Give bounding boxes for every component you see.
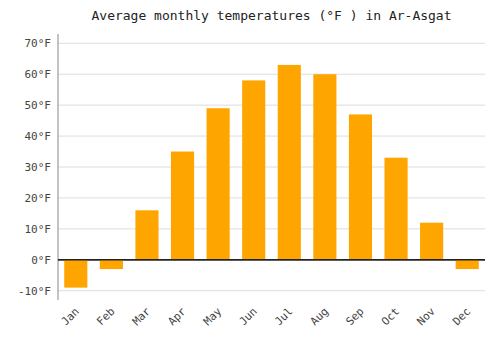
x-tick-label: Dec — [450, 305, 473, 328]
bar — [207, 108, 230, 260]
bar — [242, 80, 265, 259]
y-tick-label: 0°F — [31, 254, 51, 267]
y-tick-label: 10°F — [25, 223, 52, 236]
x-tick-label: Jul — [272, 305, 295, 328]
bar — [420, 223, 443, 260]
bar — [278, 65, 301, 260]
bar — [313, 74, 336, 260]
x-tick-label: Apr — [165, 305, 189, 329]
title: Average monthly temperatures (°F ) in Ar… — [91, 8, 451, 23]
grid-line — [58, 167, 485, 168]
grid-line — [58, 290, 485, 291]
x-tick-label: Feb — [94, 305, 117, 328]
grid-line — [58, 105, 485, 106]
chart: Average monthly temperatures (°F ) in Ar… — [0, 0, 500, 350]
x-tick-label: Oct — [379, 305, 402, 328]
x-tick-label: Aug — [308, 305, 331, 328]
grid-line — [58, 43, 485, 44]
x-tick-label: Mar — [130, 305, 154, 329]
bar — [64, 260, 87, 288]
bar — [100, 260, 123, 269]
bar — [135, 210, 158, 259]
y-tick-label: -10°F — [18, 285, 51, 298]
x-axis: Jan Feb Mar Apr May Jun Jul Aug Sep Oct Nov Dec — [59, 305, 474, 329]
x-tick-label: Nov — [415, 305, 439, 329]
bar — [384, 158, 407, 260]
y-tick-label: 20°F — [25, 192, 52, 205]
zero-line — [58, 259, 485, 261]
chart-container: Average monthly temperatures (°F ) in Ar… — [0, 0, 500, 350]
zero-line — [58, 259, 485, 261]
y-tick-label: 70°F — [25, 37, 52, 50]
y-tick-label: 60°F — [25, 68, 52, 81]
bar — [349, 114, 372, 259]
x-tick-label: May — [201, 305, 225, 329]
y-tick-label: 40°F — [25, 130, 52, 143]
grid-line — [58, 197, 485, 198]
bar — [171, 152, 194, 260]
x-tick-label: Jun — [237, 305, 260, 328]
y-tick-label: 30°F — [25, 161, 52, 174]
y-tick-label: 50°F — [25, 99, 52, 112]
grid-line — [58, 136, 485, 137]
bars — [64, 65, 479, 288]
x-tick-label: Sep — [343, 305, 366, 328]
grid-line — [58, 74, 485, 75]
bar — [456, 260, 479, 269]
x-tick-label: Jan — [59, 305, 82, 328]
y-axis: -10°F 0°F 10°F 20°F 30°F 40°F 50°F 60°F 70°F — [18, 37, 51, 297]
grid — [58, 43, 485, 290]
